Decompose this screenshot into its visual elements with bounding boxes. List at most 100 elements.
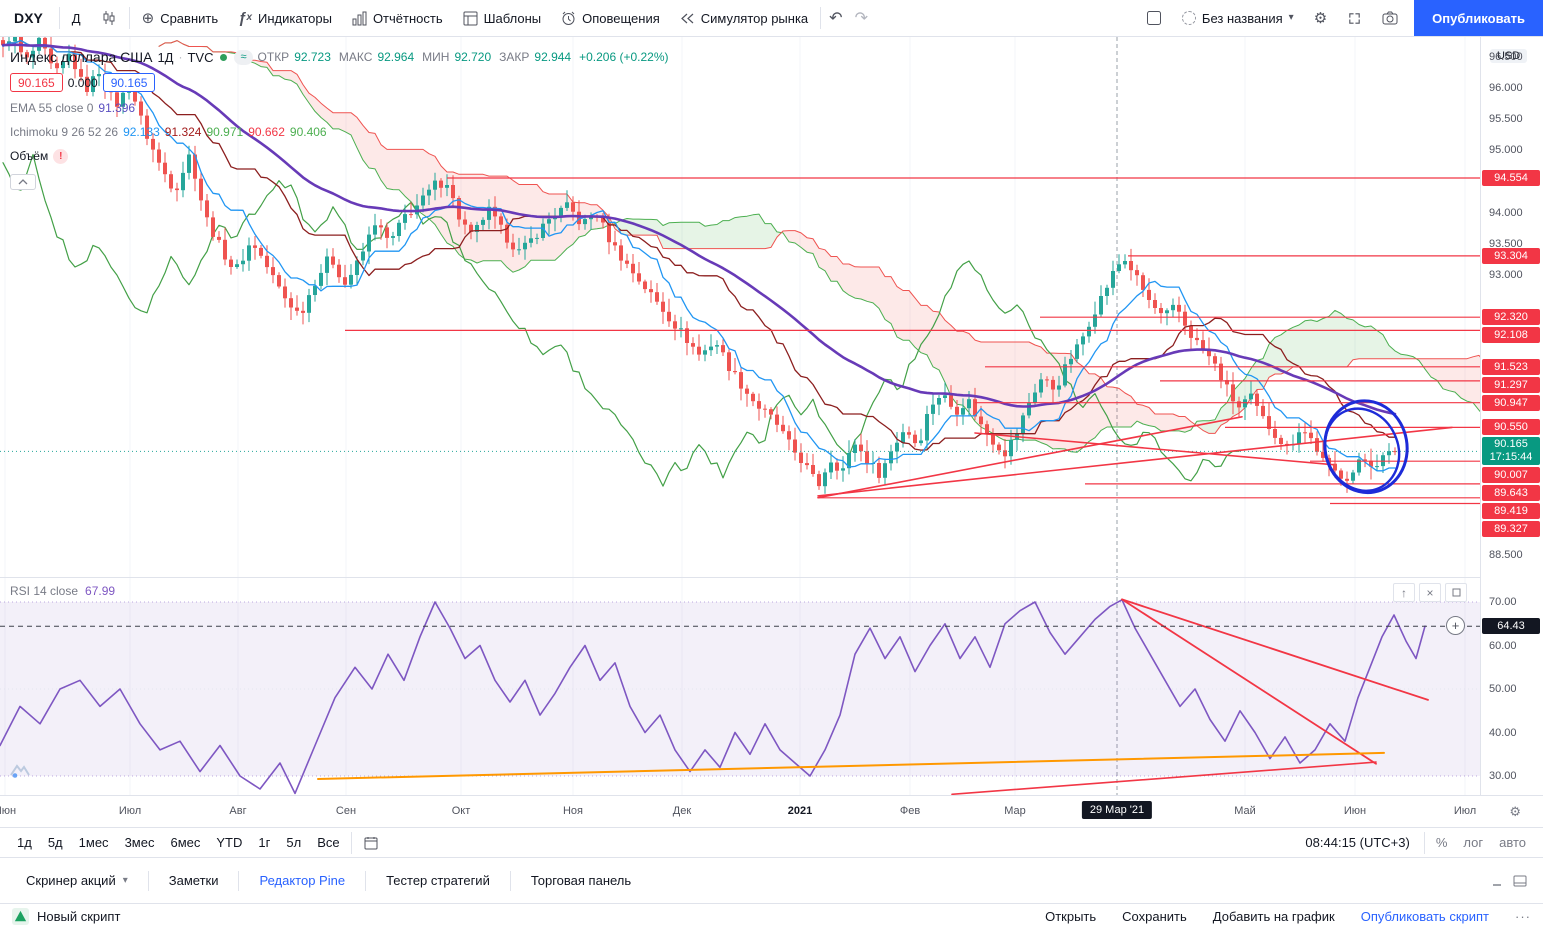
range-button[interactable]: 6мес xyxy=(163,832,207,853)
rsi-legend-row[interactable]: RSI 14 close 67.99 xyxy=(10,584,115,598)
redo-button[interactable]: ↷ xyxy=(849,0,874,36)
range-button[interactable]: 3мес xyxy=(118,832,162,853)
market-status-icon[interactable] xyxy=(220,53,228,61)
close-pane-button[interactable]: × xyxy=(1419,583,1441,602)
templates-button[interactable]: Шаблоны xyxy=(453,0,552,36)
auto-toggle[interactable]: авто xyxy=(1492,832,1533,853)
compare-button[interactable]: ⊕ Сравнить xyxy=(132,0,229,36)
price-level-lines[interactable] xyxy=(345,177,1480,505)
price-level-label[interactable]: 90.550 xyxy=(1482,419,1540,436)
trendline[interactable] xyxy=(1121,598,1429,701)
clock-label[interactable]: 08:44:15 (UTC+3) xyxy=(1305,835,1410,850)
range-button[interactable]: 1мес xyxy=(72,832,116,853)
candlestick-series xyxy=(1,37,1397,494)
range-button[interactable]: 1г xyxy=(251,832,277,853)
range-button[interactable]: 5л xyxy=(279,832,308,853)
ema-legend-row[interactable]: EMA 55 close 0 91.396 xyxy=(10,96,672,120)
interval-button[interactable]: Д xyxy=(62,0,91,36)
price-level-label[interactable]: 92.108 xyxy=(1482,327,1540,344)
script-action-link[interactable]: Сохранить xyxy=(1122,909,1187,924)
trendline[interactable] xyxy=(317,751,1385,780)
trendline[interactable] xyxy=(817,415,1243,499)
currency-chip[interactable]: USD xyxy=(1490,49,1528,63)
legend-interval[interactable]: 1Д xyxy=(157,49,174,65)
go-to-date-button[interactable] xyxy=(356,836,386,850)
panel-tab[interactable]: Скринер акций ▾ xyxy=(6,858,148,903)
trendline[interactable] xyxy=(974,432,1334,466)
collapse-legend-button[interactable] xyxy=(10,174,36,190)
cloud-save-button[interactable]: Без названия ▾ xyxy=(1172,0,1304,36)
price-level-label[interactable]: 92.320 xyxy=(1482,309,1540,326)
publish-button[interactable]: Опубликовать xyxy=(1414,0,1543,36)
trendline[interactable] xyxy=(951,761,1377,795)
price-tick: 95.000 xyxy=(1489,144,1523,157)
price-axis[interactable]: USD 96.500 96.000 95.500 95.000 94.000 93.500… xyxy=(1480,37,1543,795)
tradingview-logo[interactable] xyxy=(8,759,32,786)
price-level-label[interactable]: 93.304 xyxy=(1482,247,1540,264)
symbol-button[interactable]: DXY xyxy=(0,0,57,36)
volume-legend-row[interactable]: Объём ! xyxy=(10,144,672,168)
add-alert-button[interactable]: + xyxy=(1446,616,1465,636)
earnings-label: Отчётность xyxy=(372,10,443,26)
panel-tab[interactable]: Заметки xyxy=(149,858,239,903)
trendline[interactable] xyxy=(1121,598,1377,765)
alerts-button[interactable]: Оповещения xyxy=(551,0,670,36)
range-button[interactable]: YTD xyxy=(209,832,249,853)
chart-style-button[interactable] xyxy=(91,0,127,36)
range-button[interactable]: 5д xyxy=(41,832,70,853)
log-toggle[interactable]: лог xyxy=(1456,832,1490,853)
price-level-label[interactable]: 90.947 xyxy=(1482,394,1540,411)
price-level-label[interactable]: 89.643 xyxy=(1482,485,1540,502)
script-action-link[interactable]: Опубликовать скрипт xyxy=(1360,909,1489,924)
range-button[interactable]: Все xyxy=(310,832,346,853)
screenshot-button[interactable] xyxy=(1372,0,1408,36)
price-level-label[interactable]: 94.554 xyxy=(1482,170,1540,187)
more-options-button[interactable]: ··· xyxy=(1515,909,1531,924)
panel-tab[interactable]: Торговая панель xyxy=(511,858,651,903)
chart-legend: Индекс доллара США 1Д · TVC ≈ ОТКР 92.723… xyxy=(10,45,672,190)
script-action-link[interactable]: Добавить на график xyxy=(1212,909,1335,924)
axis-settings-icon[interactable]: ⚙ xyxy=(1509,804,1521,819)
pane-divider[interactable] xyxy=(0,577,1543,578)
trendline[interactable] xyxy=(817,426,1453,497)
approx-icon[interactable]: ≈ xyxy=(234,49,253,65)
percent-toggle[interactable]: % xyxy=(1429,832,1455,853)
replay-button[interactable]: Симулятор рынка xyxy=(670,0,818,36)
pine-status-bar: Новый скрипт Открыть Сохранить Добавить на… xyxy=(0,903,1543,929)
script-title: Новый скрипт xyxy=(37,909,121,924)
earnings-button[interactable]: Отчётность xyxy=(342,0,453,36)
month-label: Июн xyxy=(0,805,17,817)
chart-canvas[interactable] xyxy=(0,37,1480,827)
fullscreen-button[interactable] xyxy=(1337,0,1372,36)
undo-button[interactable]: ↶ xyxy=(823,0,848,36)
ema-label: EMA 55 close 0 xyxy=(10,101,94,115)
annotation-ellipse[interactable] xyxy=(1312,397,1412,503)
symbol-title[interactable]: Индекс доллара США xyxy=(10,49,153,65)
price-tick: 95.500 xyxy=(1489,113,1523,126)
panel-tab[interactable]: Тестер стратегий xyxy=(366,858,510,903)
minimize-panel-button[interactable] xyxy=(1491,875,1503,887)
panel-tab[interactable]: Редактор Pine xyxy=(239,858,365,903)
script-title-group[interactable]: Новый скрипт xyxy=(12,908,120,925)
layout-grid-button[interactable] xyxy=(1136,0,1172,36)
price-level-label[interactable]: 91.297 xyxy=(1482,376,1540,393)
price-level-label[interactable]: 89.419 xyxy=(1482,503,1540,520)
ichimoku-legend-row[interactable]: Ichimoku 9 26 52 26 92.133 91.324 90.971 90… xyxy=(10,120,672,144)
maximize-pane-button[interactable] xyxy=(1445,583,1467,602)
price-tick: 93.500 xyxy=(1489,237,1523,250)
separator-dot: · xyxy=(178,50,183,64)
expand-panel-button[interactable] xyxy=(1513,875,1527,887)
alerts-label: Оповещения xyxy=(582,10,660,26)
indicators-label: Индикаторы xyxy=(258,10,332,26)
panel-tab-label: Редактор Pine xyxy=(259,873,346,888)
warning-icon[interactable]: ! xyxy=(53,148,69,164)
move-pane-up-button[interactable]: ↑ xyxy=(1393,583,1415,602)
price-level-label[interactable]: 90.007 xyxy=(1482,467,1540,484)
time-axis[interactable]: ⚙ Июн Июл Авг Сен Окт Ноя Дек 2021 Фев Мар Май Июн И… xyxy=(0,795,1543,827)
price-level-label[interactable]: 89.327 xyxy=(1482,521,1540,538)
price-level-label[interactable]: 91.523 xyxy=(1482,358,1540,375)
settings-button[interactable]: ⚙ xyxy=(1304,0,1337,36)
script-action-link[interactable]: Открыть xyxy=(1045,909,1097,924)
range-button[interactable]: 1д xyxy=(10,832,39,853)
